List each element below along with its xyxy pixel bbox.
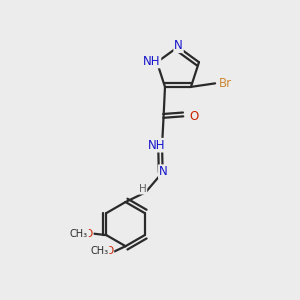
Text: Br: Br <box>219 77 232 90</box>
Text: H: H <box>139 184 146 194</box>
Text: O: O <box>105 247 113 256</box>
Text: CH₃: CH₃ <box>91 247 109 256</box>
Text: O: O <box>85 229 93 239</box>
Text: CH₃: CH₃ <box>70 229 88 239</box>
Text: NH: NH <box>147 139 165 152</box>
Text: O: O <box>189 110 199 123</box>
Text: NH: NH <box>143 55 160 68</box>
Text: N: N <box>174 39 183 52</box>
Text: N: N <box>159 165 168 178</box>
